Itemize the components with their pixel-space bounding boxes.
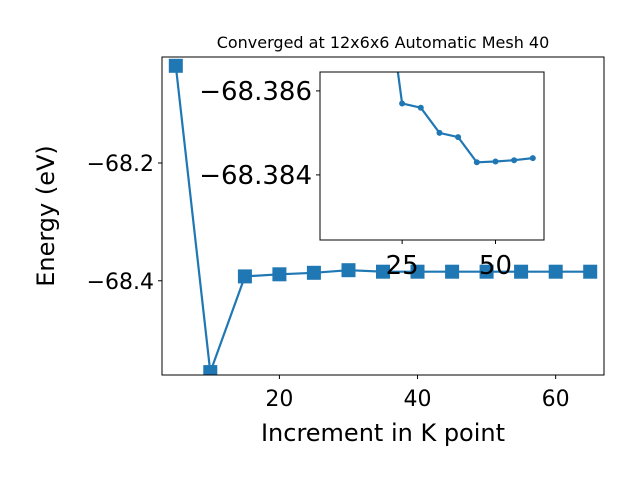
main-data-point — [479, 264, 494, 279]
inset-x-tick-label: 50 — [479, 251, 512, 281]
inset-data-point — [436, 129, 443, 136]
main-x-tick-label: 60 — [542, 387, 570, 412]
y-axis-label: Energy (eV) — [32, 145, 60, 287]
inset-plot-area — [320, 72, 544, 240]
main-data-point — [168, 58, 183, 73]
inset-x-tick-label: 25 — [386, 251, 419, 281]
main-data-point — [272, 267, 287, 282]
inset-y-tick-label: −68.386 — [199, 77, 312, 107]
inset-data-point — [492, 158, 499, 165]
inset-data-point — [417, 104, 424, 111]
inset-series — [396, 72, 536, 166]
main-data-point — [376, 264, 390, 279]
inset-data-point — [399, 100, 406, 107]
main-x-tick-label: 20 — [265, 387, 293, 412]
inset-ticks: 25 50 −68.386 −68.384 — [199, 77, 512, 281]
main-y-tick-label: −68.4 — [87, 270, 154, 295]
main-data-point — [341, 263, 356, 278]
main-x-tick-label: 40 — [404, 387, 432, 412]
inset-y-tick-label: −68.384 — [199, 161, 312, 191]
main-axes-frame — [161, 56, 605, 376]
inset-axes-frame — [319, 71, 545, 241]
main-data-point — [548, 264, 563, 279]
main-data-point — [445, 264, 460, 279]
chart-title: Converged at 12x6x6 Automatic Mesh 40 — [217, 33, 550, 52]
main-series — [168, 58, 598, 375]
main-data-point — [410, 264, 425, 279]
main-ticks: 20 40 60 −68.4 −68.2 — [87, 152, 570, 412]
main-data-point — [583, 264, 598, 279]
main-data-point — [237, 269, 252, 284]
main-data-point — [306, 265, 321, 280]
inset-data-point — [529, 155, 536, 162]
inset-data-point — [511, 157, 518, 164]
main-y-tick-label: −68.2 — [87, 152, 154, 177]
main-data-point — [203, 365, 218, 375]
x-axis-label: Increment in K point — [261, 419, 505, 447]
main-data-point — [514, 264, 529, 279]
inset-data-point — [455, 134, 462, 141]
inset-data-point — [473, 159, 480, 166]
